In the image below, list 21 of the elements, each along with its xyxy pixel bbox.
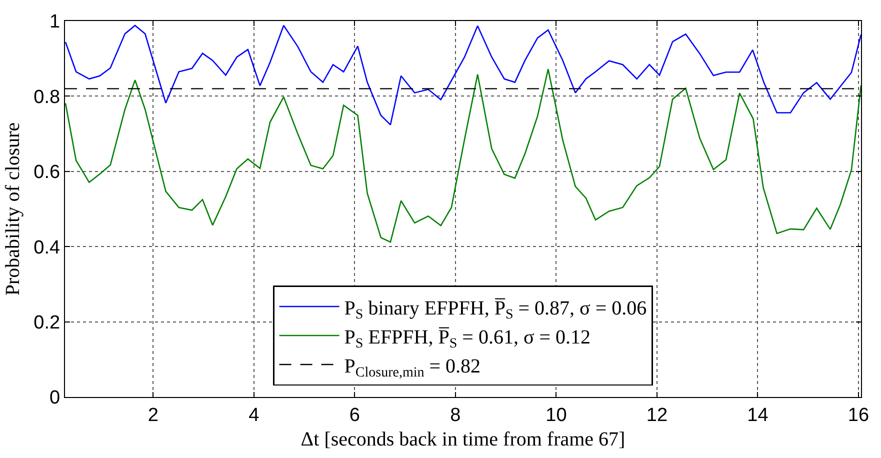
- x-tick-label: 6: [349, 404, 360, 426]
- y-tick-label: 1: [49, 12, 60, 33]
- y-tick-label: 0.2: [34, 312, 60, 334]
- legend-label: P$_{S}$ binary EFPFH, P̅$_{S}$ = 0.87, σ = 0.06: [344, 297, 647, 323]
- y-tick-label: 0.4: [34, 237, 60, 258]
- x-tick-label: 14: [747, 404, 769, 426]
- x-tick-label: 10: [546, 404, 567, 426]
- y-tick-label: 0: [49, 388, 60, 409]
- x-tick-label: 8: [450, 404, 461, 426]
- x-tick-label: 12: [646, 404, 668, 426]
- x-tick-label: 16: [848, 404, 870, 426]
- line-series: [65, 68, 861, 243]
- x-axis-title: Δt [seconds back in time from frame 67]: [300, 428, 626, 450]
- x-tick-label: 2: [148, 404, 158, 426]
- legend-label: P$_{S}$ EFPFH, P̅$_{S}$ = 0.61, σ = 0.12: [344, 326, 591, 352]
- y-axis-title: Probability of closure: [2, 122, 24, 296]
- y-tick-label: 0.8: [34, 86, 60, 108]
- y-tick-label: 0.6: [34, 162, 60, 184]
- legend-label: P$_{Closure,min}$ = 0.82: [344, 355, 481, 381]
- x-tick-label: 4: [248, 404, 260, 426]
- line-series: [65, 24, 861, 126]
